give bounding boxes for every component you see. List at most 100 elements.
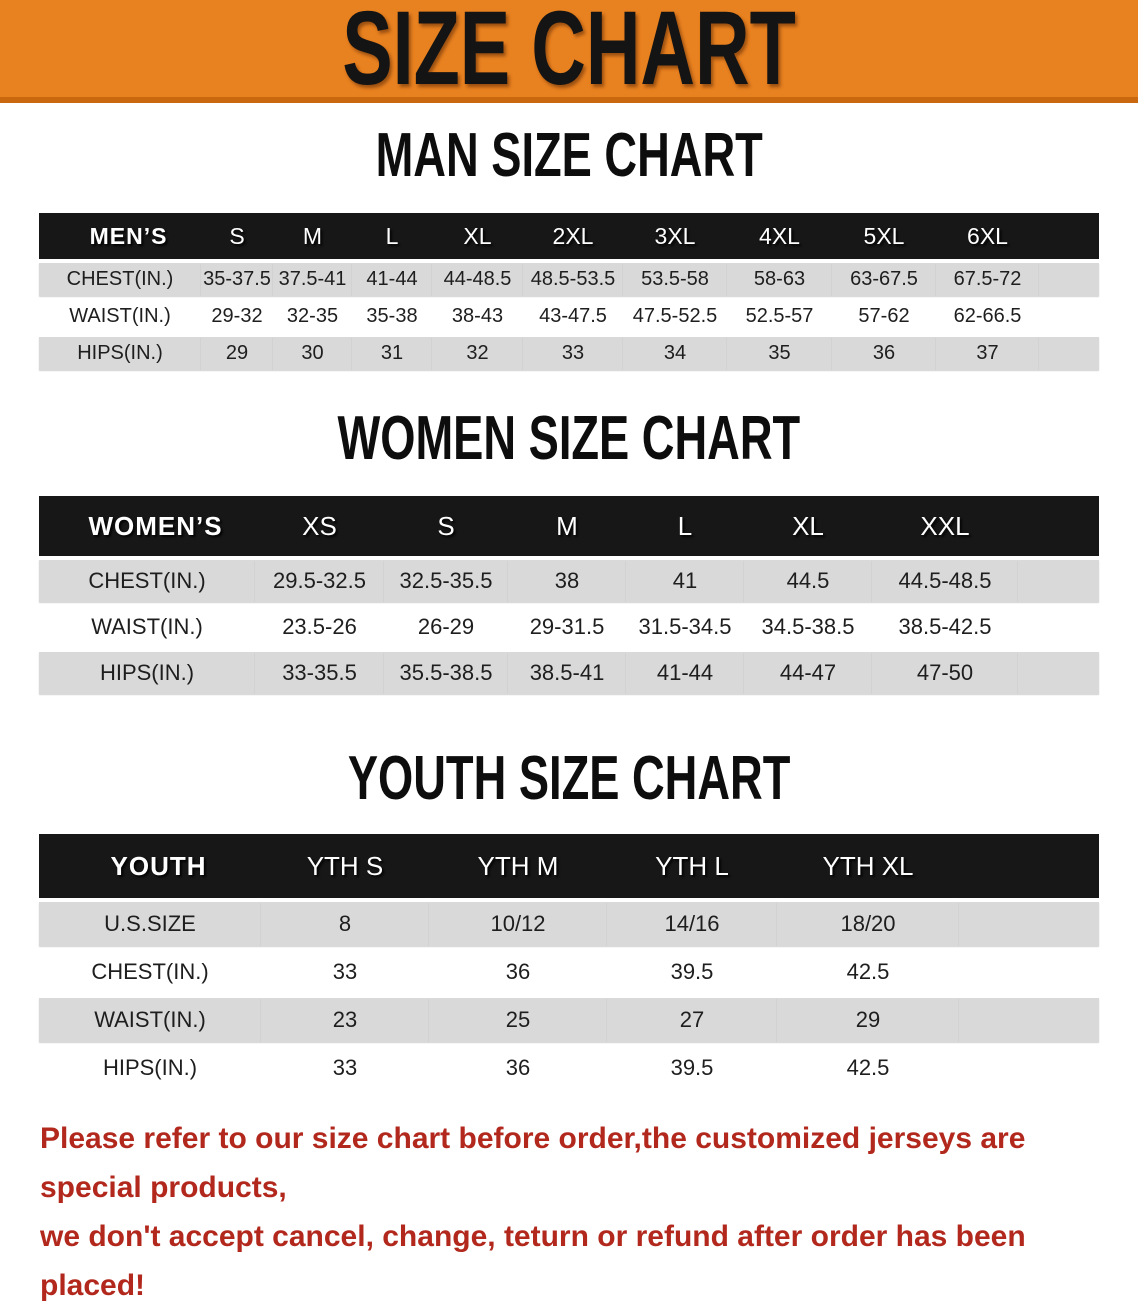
size-cell: 38-43	[432, 300, 523, 333]
table-row: CHEST(IN.) 35-37.5 37.5-41 41-44 44-48.5…	[39, 263, 1099, 296]
size-cell: 34.5-38.5	[744, 606, 872, 648]
row-label: U.S.SIZE	[39, 902, 261, 946]
table-row: WAIST(IN.) 23.5-26 26-29 29-31.5 31.5-34…	[39, 606, 1099, 648]
size-cell: 35.5-38.5	[384, 652, 508, 694]
size-cell: 32-35	[273, 300, 352, 333]
column-header: XL	[744, 496, 872, 556]
row-label: WAIST(IN.)	[39, 300, 201, 333]
size-cell: 32	[432, 337, 523, 370]
size-cell: 35	[727, 337, 832, 370]
column-header: YTH L	[607, 834, 777, 898]
size-cell: 10/12	[429, 902, 607, 946]
row-label: WAIST(IN.)	[39, 998, 261, 1042]
size-cell: 23	[261, 998, 429, 1042]
men-size-table: MEN’S S M L XL 2XL 3XL 4XL 5XL 6XL CHEST…	[39, 209, 1099, 374]
size-cell: 36	[429, 950, 607, 994]
size-cell: 8	[261, 902, 429, 946]
size-cell: 18/20	[777, 902, 959, 946]
size-cell: 48.5-53.5	[523, 263, 623, 296]
size-cell: 63-67.5	[832, 263, 936, 296]
column-header: 4XL	[727, 213, 832, 259]
size-cell: 36	[429, 1046, 607, 1090]
size-cell: 62-66.5	[936, 300, 1039, 333]
size-cell: 44.5	[744, 560, 872, 602]
column-header: S	[384, 496, 508, 556]
column-header: XL	[432, 213, 523, 259]
size-cell: 35-37.5	[201, 263, 273, 296]
disclaimer-line-2: we don't accept cancel, change, teturn o…	[40, 1220, 1026, 1302]
table-row: HIPS(IN.) 29 30 31 32 33 34 35 36 37	[39, 337, 1099, 370]
spacer-cell	[1018, 496, 1099, 556]
column-header: 3XL	[623, 213, 727, 259]
size-cell: 57-62	[832, 300, 936, 333]
size-cell: 52.5-57	[727, 300, 832, 333]
spacer-cell	[1018, 652, 1099, 694]
spacer-cell	[959, 1046, 1099, 1090]
size-cell: 47-50	[872, 652, 1018, 694]
men-corner-label: MEN’S	[39, 213, 201, 259]
size-cell: 25	[429, 998, 607, 1042]
size-cell: 44-48.5	[432, 263, 523, 296]
women-section-heading: WOMEN SIZE CHART	[0, 408, 1138, 486]
title-banner: SIZE CHART	[0, 0, 1138, 103]
size-cell: 29	[777, 998, 959, 1042]
size-cell: 42.5	[777, 950, 959, 994]
women-corner-label: WOMEN’S	[39, 496, 255, 556]
table-row: WAIST(IN.) 23 25 27 29	[39, 998, 1099, 1042]
size-cell: 42.5	[777, 1046, 959, 1090]
spacer-cell	[1018, 560, 1099, 602]
row-label: CHEST(IN.)	[39, 263, 201, 296]
row-label: HIPS(IN.)	[39, 1046, 261, 1090]
spacer-cell	[1018, 606, 1099, 648]
spacer-cell	[1039, 337, 1099, 370]
youth-size-table: YOUTH YTH S YTH M YTH L YTH XL U.S.SIZE …	[39, 830, 1099, 1094]
size-cell: 53.5-58	[623, 263, 727, 296]
row-label: HIPS(IN.)	[39, 337, 201, 370]
spacer-cell	[1039, 263, 1099, 296]
men-header-row: MEN’S S M L XL 2XL 3XL 4XL 5XL 6XL	[39, 213, 1099, 259]
women-heading-text: WOMEN SIZE CHART	[337, 404, 801, 473]
size-cell: 41	[626, 560, 744, 602]
column-header: M	[508, 496, 626, 556]
size-cell: 37	[936, 337, 1039, 370]
table-row: HIPS(IN.) 33 36 39.5 42.5	[39, 1046, 1099, 1090]
column-header: L	[626, 496, 744, 556]
column-header: S	[201, 213, 273, 259]
size-cell: 38	[508, 560, 626, 602]
size-cell: 29-32	[201, 300, 273, 333]
size-cell: 26-29	[384, 606, 508, 648]
youth-section-heading: YOUTH SIZE CHART	[0, 748, 1138, 826]
size-cell: 31	[352, 337, 432, 370]
size-cell: 33	[523, 337, 623, 370]
size-cell: 39.5	[607, 950, 777, 994]
size-cell: 30	[273, 337, 352, 370]
size-cell: 27	[607, 998, 777, 1042]
column-header: 2XL	[523, 213, 623, 259]
youth-corner-label: YOUTH	[39, 834, 261, 898]
spacer-cell	[959, 950, 1099, 994]
row-label: CHEST(IN.)	[39, 950, 261, 994]
row-label: HIPS(IN.)	[39, 652, 255, 694]
size-cell: 44-47	[744, 652, 872, 694]
men-heading-text: MAN SIZE CHART	[375, 121, 763, 190]
size-cell: 44.5-48.5	[872, 560, 1018, 602]
column-header: YTH XL	[777, 834, 959, 898]
size-cell: 33-35.5	[255, 652, 384, 694]
size-cell: 41-44	[626, 652, 744, 694]
table-row: WAIST(IN.) 29-32 32-35 35-38 38-43 43-47…	[39, 300, 1099, 333]
column-header: L	[352, 213, 432, 259]
row-label: WAIST(IN.)	[39, 606, 255, 648]
size-cell: 35-38	[352, 300, 432, 333]
size-cell: 31.5-34.5	[626, 606, 744, 648]
spacer-cell	[1039, 213, 1099, 259]
column-header: YTH M	[429, 834, 607, 898]
column-header: 6XL	[936, 213, 1039, 259]
page-title: SIZE CHART	[342, 0, 796, 107]
spacer-cell	[1039, 300, 1099, 333]
spacer-cell	[959, 834, 1099, 898]
table-row: CHEST(IN.) 29.5-32.5 32.5-35.5 38 41 44.…	[39, 560, 1099, 602]
size-cell: 29-31.5	[508, 606, 626, 648]
youth-header-row: YOUTH YTH S YTH M YTH L YTH XL	[39, 834, 1099, 898]
size-cell: 29.5-32.5	[255, 560, 384, 602]
table-row: HIPS(IN.) 33-35.5 35.5-38.5 38.5-41 41-4…	[39, 652, 1099, 694]
